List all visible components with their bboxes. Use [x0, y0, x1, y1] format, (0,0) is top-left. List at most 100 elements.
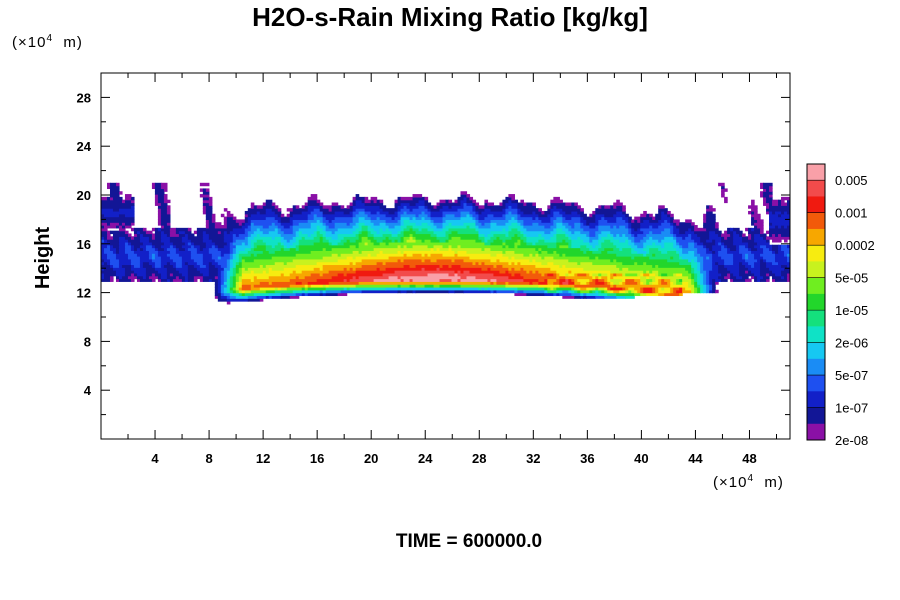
contour-cell [478, 236, 486, 240]
contour-cell [640, 216, 653, 220]
contour-cell [658, 247, 677, 251]
contour-cell [373, 241, 381, 246]
contour-cell [748, 210, 752, 215]
contour-cell [232, 272, 237, 277]
contour-cell [220, 256, 231, 260]
contour-cell [688, 244, 695, 249]
contour-cell [205, 230, 219, 235]
contour-cell [472, 205, 477, 209]
contour-cell [532, 241, 536, 246]
contour-cell [439, 239, 447, 243]
contour-cell [160, 236, 171, 240]
contour-cell [490, 289, 495, 294]
contour-cell [124, 236, 132, 240]
contour-cell [679, 222, 692, 226]
contour-cell [709, 247, 713, 251]
contour-cell [742, 253, 746, 257]
contour-cell [562, 253, 566, 257]
contour-cell [520, 227, 527, 232]
contour-cell [241, 275, 255, 280]
contour-cell [244, 292, 255, 297]
contour-cell [124, 241, 129, 246]
contour-cell [205, 210, 213, 215]
contour-cell [556, 227, 563, 232]
contour-cell [739, 244, 746, 249]
contour-cell [202, 239, 213, 243]
contour-cell [307, 292, 321, 297]
contour-cell [385, 241, 390, 246]
contour-cell [724, 199, 728, 204]
contour-cell [691, 261, 698, 266]
contour-cell [655, 264, 659, 268]
contour-cell [586, 272, 590, 277]
contour-cell [517, 216, 533, 220]
contour-cell [772, 210, 776, 215]
contour-cell [214, 295, 219, 299]
contour-cell [220, 281, 225, 285]
contour-cell [631, 289, 635, 294]
contour-cell [769, 188, 773, 192]
contour-cell [514, 250, 539, 254]
contour-cell [535, 241, 557, 246]
contour-cell [580, 213, 587, 218]
contour-cell [727, 272, 731, 277]
contour-cell [439, 267, 483, 271]
contour-cell [229, 295, 237, 299]
contour-cell [634, 241, 644, 246]
contour-cell [526, 227, 554, 232]
contour-cell [628, 267, 686, 271]
contour-cell [487, 267, 492, 271]
contour-cell [565, 253, 617, 257]
contour-cell [331, 219, 354, 223]
contour-cell [463, 205, 474, 209]
contour-cell [238, 267, 243, 271]
contour-cell [430, 213, 444, 218]
contour-cell [673, 241, 677, 246]
contour-cell [427, 205, 435, 209]
contour-cell [109, 191, 120, 195]
contour-cell [151, 182, 156, 187]
contour-cell [397, 205, 405, 209]
contour-cell [541, 210, 545, 215]
contour-cell [520, 222, 524, 226]
contour-cell [271, 244, 276, 249]
contour-cell [568, 278, 572, 282]
contour-cell [106, 244, 111, 249]
contour-cell [145, 275, 150, 280]
contour-cell [655, 241, 665, 246]
contour-cell [550, 267, 584, 271]
contour-cell [307, 281, 330, 285]
contour-cell [607, 289, 611, 294]
contour-cell [199, 270, 210, 274]
contour-cell [109, 264, 114, 268]
contour-cell [109, 278, 114, 282]
contour-cell [274, 222, 282, 226]
contour-cell [694, 278, 698, 282]
contour-cell [673, 233, 677, 237]
contour-cell [589, 256, 596, 260]
contour-cell [523, 222, 533, 226]
contour-cell [238, 270, 243, 274]
contour-cell [601, 216, 605, 220]
contour-cell [760, 191, 764, 195]
contour-cell [505, 284, 539, 288]
contour-cell [511, 261, 515, 266]
contour-cell [709, 272, 722, 277]
contour-cell [520, 236, 527, 240]
contour-cell [577, 210, 584, 215]
contour-cell [163, 241, 174, 246]
contour-cell [184, 261, 189, 266]
contour-cell [133, 236, 141, 240]
contour-cell [751, 216, 755, 220]
contour-cell [112, 196, 123, 201]
contour-cell [454, 258, 465, 263]
contour-cell [319, 272, 324, 277]
contour-cell [649, 281, 653, 285]
contour-cell [676, 241, 680, 246]
contour-cell [559, 244, 569, 249]
contour-cell [682, 236, 686, 240]
contour-cell [634, 216, 641, 220]
contour-cell [217, 289, 222, 294]
contour-cell [613, 281, 620, 285]
contour-cell [676, 233, 689, 237]
